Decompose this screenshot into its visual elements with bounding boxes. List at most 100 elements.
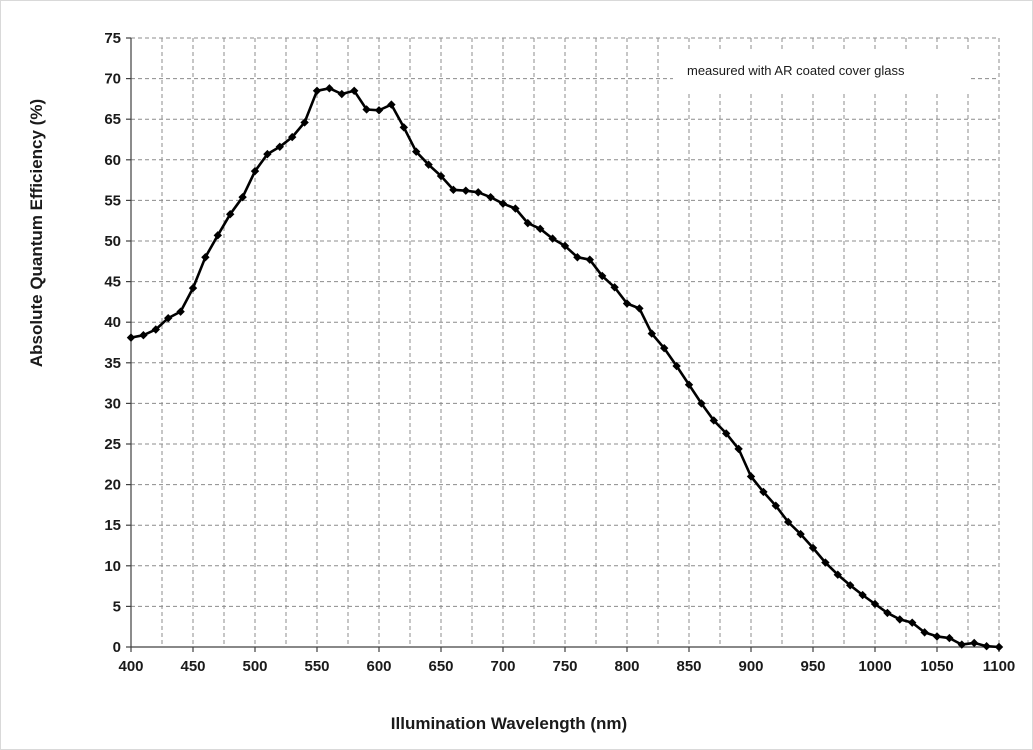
- grid: [131, 37, 1000, 647]
- data-point-68: [970, 638, 979, 648]
- x-tick-label-11: 950: [800, 658, 825, 675]
- data-point-44: [672, 361, 681, 371]
- y-tick-label-14: 70: [104, 71, 121, 88]
- data-point-27: [461, 186, 470, 195]
- data-point-15: [312, 86, 322, 95]
- data-point-21: [387, 100, 396, 109]
- y-tick-label-0: 0: [113, 639, 121, 656]
- data-point-24: [424, 160, 433, 169]
- y-tick-label-8: 40: [104, 314, 121, 331]
- data-point-28: [474, 188, 483, 197]
- data-point-49: [734, 444, 743, 454]
- x-tick-label-8: 800: [614, 658, 639, 675]
- data-point-1: [139, 330, 148, 340]
- y-tick-label-7: 35: [104, 355, 121, 372]
- y-tick-label-4: 20: [104, 477, 121, 494]
- data-point-47: [709, 416, 718, 425]
- data-point-23: [412, 147, 421, 156]
- data-point-62: [895, 615, 904, 624]
- annotation-text: measured with AR coated cover glass: [687, 63, 905, 78]
- data-point-22: [399, 123, 408, 132]
- data-point-35: [560, 241, 570, 251]
- data-point-9: [238, 192, 247, 202]
- data-point-52: [771, 501, 780, 510]
- data-point-4: [176, 307, 185, 316]
- data-point-61: [883, 608, 892, 618]
- data-point-7: [213, 231, 222, 240]
- data-point-63: [908, 618, 917, 627]
- data-point-50: [746, 472, 756, 481]
- data-point-45: [684, 380, 694, 389]
- data-point-16: [325, 84, 334, 93]
- y-tick-label-12: 60: [104, 152, 121, 169]
- data-point-17: [337, 89, 346, 99]
- y-tick-label-6: 30: [104, 395, 121, 412]
- x-tick-label-0: 400: [118, 658, 143, 675]
- x-tick-label-1: 450: [180, 658, 205, 675]
- data-point-66: [945, 633, 954, 643]
- data-point-57: [833, 570, 842, 579]
- x-tick-label-10: 900: [738, 658, 763, 675]
- data-point-48: [722, 429, 731, 438]
- y-tick-label-9: 45: [104, 274, 121, 291]
- data-point-53: [784, 517, 793, 527]
- data-point-8: [226, 210, 235, 219]
- x-tick-label-3: 550: [304, 658, 329, 675]
- data-point-65: [932, 632, 942, 641]
- x-tick-labels: 400 450 500 550 600 650 700 750 800 850 900 950 1000…: [118, 658, 1015, 675]
- x-tick-label-7: 750: [552, 658, 577, 675]
- data-point-59: [858, 590, 867, 600]
- data-point-51: [759, 487, 768, 497]
- data-point-14: [300, 118, 309, 127]
- data-point-18: [350, 86, 359, 95]
- data-point-20: [374, 106, 384, 115]
- x-tick-label-9: 850: [676, 658, 701, 675]
- data-point-10: [250, 166, 260, 176]
- data-point-36: [573, 253, 582, 262]
- data-point-41: [635, 304, 644, 313]
- data-point-30: [498, 199, 508, 208]
- series: [126, 84, 1004, 652]
- x-tick-label-5: 650: [428, 658, 453, 675]
- data-point-39: [610, 283, 619, 292]
- data-point-67: [957, 640, 966, 649]
- data-point-70: [994, 642, 1004, 652]
- annotation-box: [673, 51, 971, 91]
- data-point-5: [188, 283, 198, 293]
- y-tick-label-3: 15: [104, 517, 121, 534]
- x-tick-label-4: 600: [366, 658, 391, 675]
- data-point-12: [275, 142, 284, 152]
- data-point-3: [164, 313, 173, 323]
- data-point-11: [263, 149, 272, 159]
- x-tick-label-12: 1000: [858, 658, 891, 675]
- data-point-37: [585, 255, 594, 264]
- data-point-54: [796, 529, 805, 539]
- data-point-19: [362, 105, 371, 114]
- data-point-29: [486, 192, 495, 202]
- data-point-2: [151, 325, 160, 334]
- data-point-64: [920, 628, 929, 637]
- x-tick-label-14: 1100: [983, 658, 1016, 675]
- y-tick-label-11: 55: [104, 192, 121, 209]
- y-tick-label-5: 25: [104, 436, 121, 453]
- y-tick-label-13: 65: [104, 111, 121, 128]
- data-point-31: [511, 204, 520, 213]
- data-point-38: [598, 271, 607, 281]
- data-point-69: [982, 641, 991, 651]
- data-point-58: [846, 581, 855, 590]
- x-axis-title: Illumination Wavelength (nm): [391, 714, 627, 733]
- data-point-40: [622, 299, 632, 308]
- data-point-6: [201, 253, 210, 262]
- data-point-42: [647, 329, 656, 338]
- data-point-46: [697, 399, 706, 408]
- x-tick-label-13: 1050: [920, 658, 953, 675]
- data-point-13: [288, 132, 297, 142]
- y-tick-label-2: 10: [104, 558, 121, 575]
- y-tick-labels: 0 5 10 15 20 25 30 35 40 45 50 55 60 65 70 75: [104, 30, 121, 656]
- data-point-25: [436, 171, 446, 181]
- y-axis-title: Absolute Quantum Efficiency (%): [27, 99, 46, 367]
- data-point-43: [660, 343, 669, 353]
